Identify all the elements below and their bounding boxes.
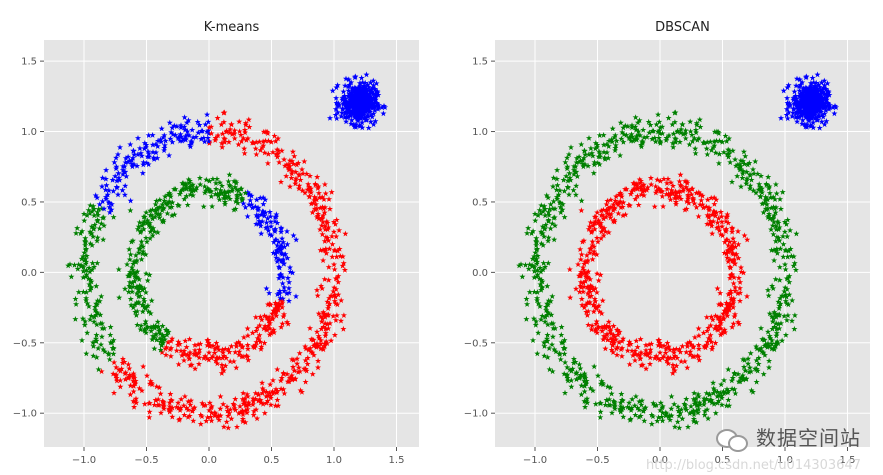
x-tick-label: 0.0 [201, 455, 217, 466]
x-tick-label: 0.0 [652, 455, 668, 466]
y-tick-label: 0.0 [21, 268, 37, 279]
y-tick-label: −1.0 [464, 409, 488, 420]
y-tick-label: 0.5 [472, 197, 488, 208]
y-tick-label: 0.0 [472, 268, 488, 279]
wechat-logo-icon [716, 427, 750, 452]
chart-title: DBSCAN [655, 20, 710, 35]
x-tick-label: −1.0 [523, 455, 547, 466]
x-tick-label: 1.0 [326, 455, 342, 466]
chart-title: K-means [204, 20, 260, 35]
x-tick-label: 1.0 [777, 455, 793, 466]
watermark-text: 数据空间站 [756, 426, 861, 450]
y-tick-label: 1.5 [472, 57, 488, 68]
x-tick-label: 1.5 [840, 455, 856, 466]
dbscan-axes: −1.0 −0.5 0.0 0.5 1.0 1.5 1.5 1.0 0.5 0.0 −0.5 −1.0… [464, 20, 870, 466]
y-tick-label: 0.5 [21, 197, 37, 208]
x-tick-label: −0.5 [134, 455, 158, 466]
y-tick-label: 1.0 [472, 127, 488, 138]
x-tick-label: 1.5 [389, 455, 405, 466]
x-tick-label: −0.5 [585, 455, 609, 466]
x-tick-label: 0.5 [264, 455, 280, 466]
x-tick-label: −1.0 [72, 455, 96, 466]
watermark-url: http://blog.csdn.net/u014303647 [646, 458, 861, 473]
y-tick-label: −1.0 [13, 409, 37, 420]
y-tick-label: 1.0 [21, 127, 37, 138]
y-tick-label: −0.5 [464, 338, 488, 349]
x-tick-label: 0.5 [715, 455, 731, 466]
watermark: 数据空间站 http://blog.csdn.net/u014303647 [646, 422, 861, 473]
kmeans-axes: −1.0 −0.5 0.0 0.5 1.0 1.5 1.5 1.0 0.5 0.0 −0.5 −1.0… [13, 20, 419, 466]
y-tick-label: −0.5 [13, 338, 37, 349]
y-tick-label: 1.5 [21, 57, 37, 68]
